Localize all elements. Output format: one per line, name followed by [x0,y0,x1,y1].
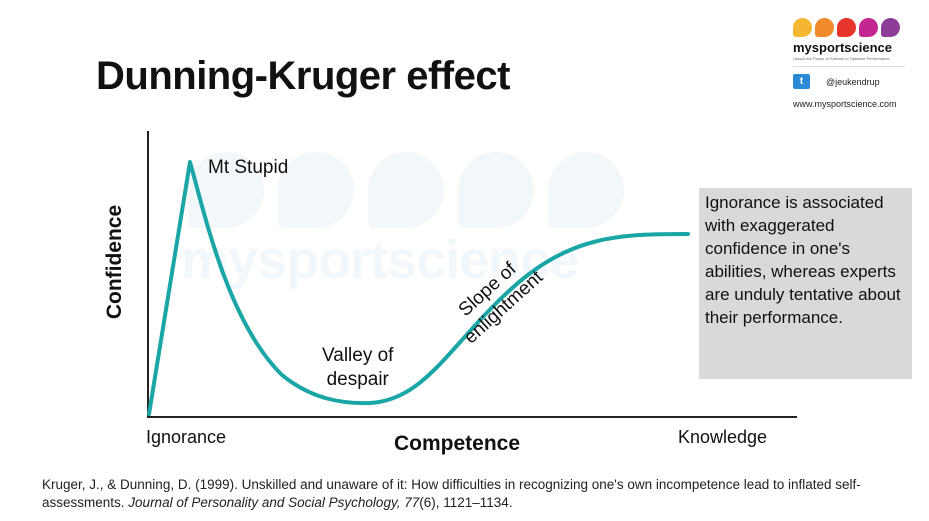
info-box: Ignorance is associated with exaggerated… [699,188,912,379]
watermark-drop-1 [188,152,264,228]
citation-authors: Kruger, J., & Dunning, D. (1999). Unskil… [42,477,861,510]
twitter-handle[interactable]: @jeukendrup [826,76,880,87]
logo-dot [837,18,856,37]
watermark-drop-2 [278,152,354,228]
citation: Kruger, J., & Dunning, D. (1999). Unskil… [42,476,902,512]
x-axis-left-label: Ignorance [146,427,227,447]
watermark-drop-3 [368,152,444,228]
brand-logo[interactable]: mysportscience Unlock the Power of Scien… [793,16,911,109]
x-axis-label: Competence [393,432,521,455]
twitter-row[interactable]: t @jeukendrup [793,74,911,89]
y-axis [147,131,149,418]
citation-volume: 77 [404,495,420,510]
logo-dot [815,18,834,37]
watermark-text: mysportscience [181,230,579,290]
citation-journal: Journal of Personality and Social Psycho… [128,495,401,510]
logo-tagline: Unlock the Power of Science to Optimise … [793,56,890,61]
website-url[interactable]: www.mysportscience.com [793,99,897,109]
logo-name: mysportscience [793,40,892,55]
watermark-drop-5 [548,152,624,228]
page-title: Dunning-Kruger effect [96,54,510,98]
annotation-valley-line2: despair [326,369,389,390]
annotation-valley-line1: Valley of [322,345,394,366]
citation-issue-pages: (6), 1121–1134. [419,495,513,510]
annotation-valley: Valley of despair [322,344,393,392]
logo-dot [859,18,878,37]
logo-dot [793,18,812,37]
annotation-mt-stupid: Mt Stupid [208,157,289,178]
logo-divider [793,66,905,67]
watermark-drop-4 [458,152,534,228]
dunning-kruger-curve [147,160,690,416]
twitter-icon[interactable]: t [793,74,810,89]
logo-dots [793,16,911,40]
x-axis-right-label: Knowledge [678,427,768,447]
logo-dot [881,18,900,37]
x-axis [147,416,797,418]
